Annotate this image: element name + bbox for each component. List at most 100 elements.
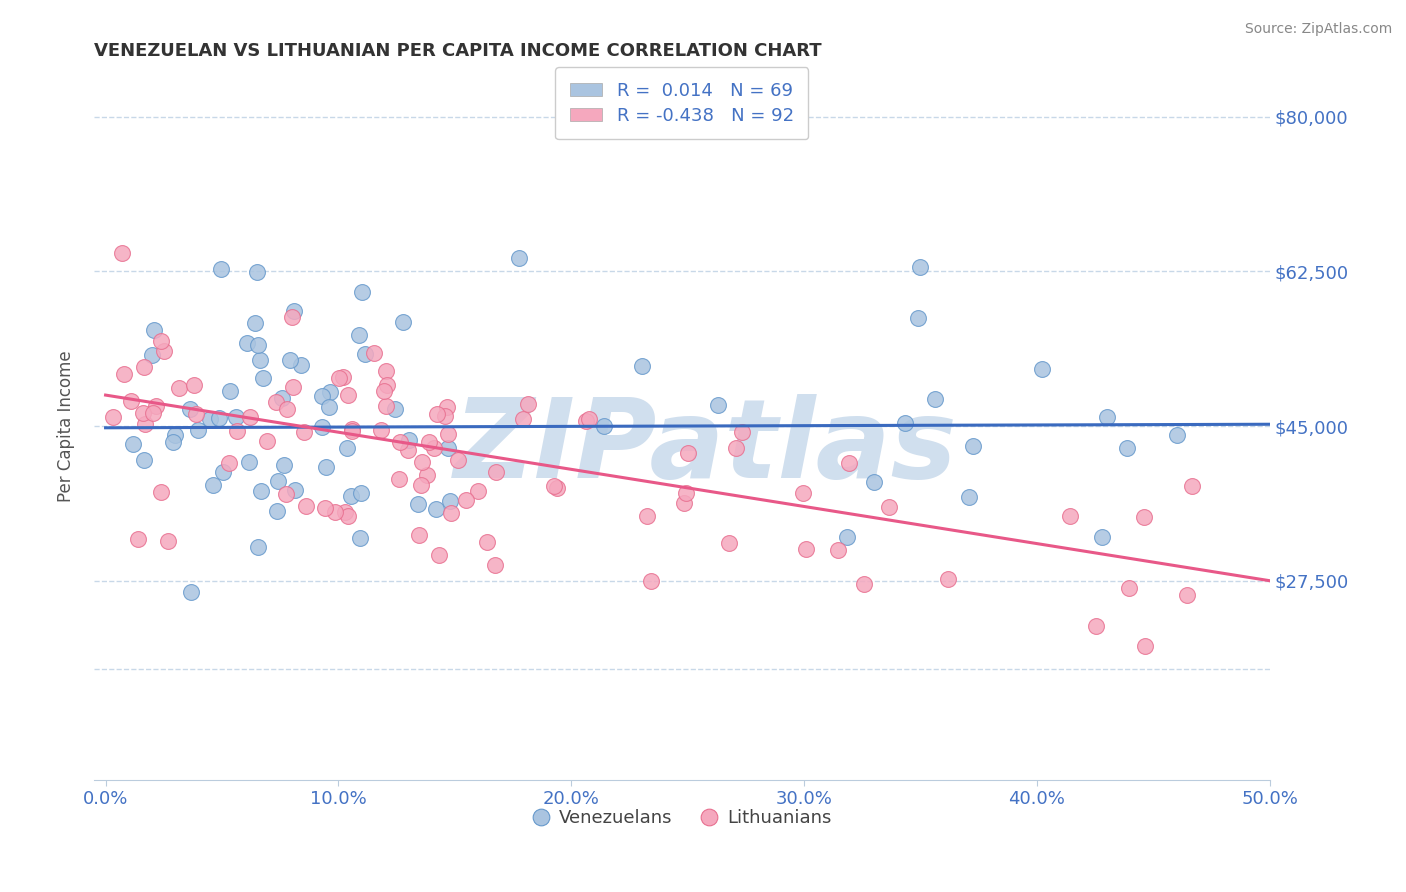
Point bbox=[1118, 581, 1140, 595]
Text: Source: ZipAtlas.com: Source: ZipAtlas.com bbox=[1244, 22, 1392, 37]
Point bbox=[631, 359, 654, 373]
Point bbox=[838, 456, 860, 470]
Point bbox=[183, 378, 205, 392]
Point bbox=[439, 494, 461, 508]
Point bbox=[132, 452, 155, 467]
Point bbox=[936, 572, 959, 586]
Point bbox=[636, 508, 658, 523]
Point bbox=[425, 502, 447, 516]
Point bbox=[1132, 510, 1154, 524]
Point bbox=[179, 401, 201, 416]
Point bbox=[484, 558, 506, 573]
Point bbox=[1116, 441, 1139, 455]
Point bbox=[434, 409, 457, 423]
Point bbox=[141, 348, 163, 362]
Point bbox=[796, 541, 818, 556]
Y-axis label: Per Capita Income: Per Capita Income bbox=[58, 351, 75, 502]
Point bbox=[336, 441, 359, 455]
Point bbox=[717, 536, 740, 550]
Point bbox=[337, 387, 360, 401]
Point bbox=[593, 418, 616, 433]
Point bbox=[392, 315, 415, 329]
Point bbox=[243, 316, 266, 330]
Point bbox=[894, 416, 917, 430]
Point bbox=[142, 406, 165, 420]
Point bbox=[333, 505, 356, 519]
Point bbox=[423, 441, 446, 455]
Point bbox=[910, 260, 932, 274]
Point bbox=[225, 409, 247, 424]
Point bbox=[370, 423, 392, 437]
Text: ZIPatlas: ZIPatlas bbox=[454, 393, 957, 500]
Point bbox=[1091, 530, 1114, 544]
Point bbox=[447, 452, 470, 467]
Point bbox=[202, 478, 225, 492]
Legend: Venezuelans, Lithuanians: Venezuelans, Lithuanians bbox=[524, 802, 838, 834]
Point bbox=[349, 531, 371, 545]
Point bbox=[363, 345, 385, 359]
Point bbox=[1059, 509, 1081, 524]
Point bbox=[575, 414, 598, 428]
Point bbox=[340, 425, 363, 439]
Point bbox=[437, 427, 460, 442]
Point bbox=[957, 490, 980, 504]
Point bbox=[246, 265, 269, 279]
Point bbox=[149, 484, 172, 499]
Point bbox=[318, 401, 340, 415]
Point bbox=[247, 337, 270, 351]
Point bbox=[375, 377, 398, 392]
Point bbox=[416, 467, 439, 482]
Point bbox=[152, 344, 174, 359]
Point bbox=[200, 411, 222, 425]
Point bbox=[907, 310, 929, 325]
Point bbox=[337, 508, 360, 523]
Point bbox=[314, 501, 336, 516]
Point bbox=[218, 457, 240, 471]
Point bbox=[145, 399, 167, 413]
Point bbox=[1031, 361, 1053, 376]
Point bbox=[485, 465, 508, 479]
Point bbox=[323, 505, 346, 519]
Point bbox=[924, 392, 946, 406]
Point bbox=[149, 334, 172, 348]
Point bbox=[267, 474, 290, 488]
Point bbox=[411, 477, 433, 491]
Point bbox=[1133, 639, 1156, 653]
Point bbox=[1166, 428, 1188, 442]
Point bbox=[270, 391, 292, 405]
Point bbox=[411, 454, 433, 468]
Point bbox=[1181, 479, 1204, 493]
Point bbox=[247, 540, 270, 554]
Point bbox=[396, 443, 419, 458]
Point bbox=[512, 411, 534, 425]
Text: VENEZUELAN VS LITHUANIAN PER CAPITA INCOME CORRELATION CHART: VENEZUELAN VS LITHUANIAN PER CAPITA INCO… bbox=[94, 42, 821, 60]
Point bbox=[467, 483, 489, 498]
Point bbox=[127, 532, 149, 546]
Point bbox=[264, 395, 287, 409]
Point bbox=[273, 458, 295, 473]
Point bbox=[508, 251, 530, 265]
Point bbox=[374, 364, 396, 378]
Point bbox=[328, 370, 350, 384]
Point bbox=[315, 460, 337, 475]
Point bbox=[352, 285, 374, 299]
Point bbox=[578, 412, 600, 426]
Point bbox=[456, 492, 478, 507]
Point bbox=[209, 262, 232, 277]
Point bbox=[676, 446, 699, 460]
Point bbox=[236, 336, 259, 351]
Point bbox=[835, 529, 858, 543]
Point bbox=[332, 369, 354, 384]
Point bbox=[437, 441, 460, 455]
Point bbox=[730, 425, 752, 439]
Point bbox=[266, 504, 288, 518]
Point bbox=[389, 435, 412, 450]
Point bbox=[1084, 618, 1107, 632]
Point bbox=[208, 410, 231, 425]
Point bbox=[436, 400, 458, 414]
Point bbox=[249, 352, 271, 367]
Point bbox=[862, 475, 884, 489]
Point bbox=[340, 422, 363, 436]
Point bbox=[163, 428, 186, 442]
Point bbox=[673, 496, 696, 510]
